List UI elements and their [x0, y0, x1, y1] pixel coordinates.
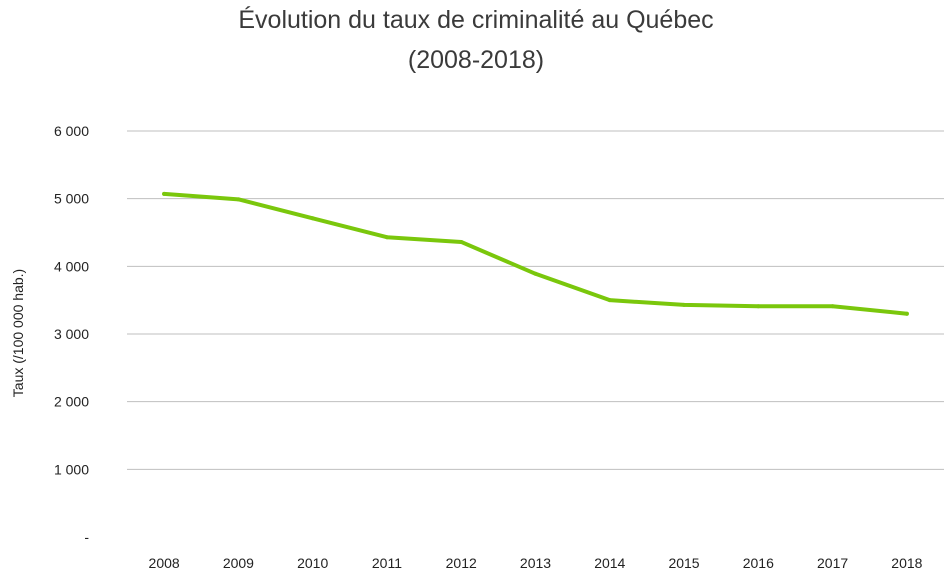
x-tick-label: 2010 [297, 555, 328, 571]
gridlines [127, 130, 944, 470]
data-point [310, 216, 315, 221]
x-tick-label: 2011 [372, 555, 402, 571]
x-tick-label: 2008 [149, 555, 180, 571]
x-tick-label: 2013 [520, 555, 551, 571]
data-point [459, 239, 464, 244]
x-tick-label: 2015 [668, 555, 699, 571]
series-group [162, 191, 909, 316]
data-point [162, 191, 167, 196]
data-point [756, 304, 761, 309]
y-tick-label: 5 000 [54, 191, 89, 207]
data-point [236, 197, 241, 202]
chart-title: Évolution du taux de criminalité au Québ… [238, 6, 714, 34]
x-axis-ticks: 2008 2009 2010 2011 2012 2013 2014 2015 2016 2017… [149, 555, 923, 571]
x-tick-label: 2018 [891, 555, 922, 571]
x-tick-label: 2012 [446, 555, 477, 571]
data-point [607, 298, 612, 303]
x-tick-label: 2009 [223, 555, 254, 571]
y-axis-ticks: - 1 000 2 000 3 000 4 000 5 000 6 000 [54, 123, 89, 545]
data-point [904, 311, 909, 316]
x-tick-label: 2016 [743, 555, 774, 571]
y-axis-label: Taux (/100 000 hab.) [10, 269, 26, 397]
y-tick-label: 2 000 [54, 394, 89, 410]
data-point [384, 235, 389, 240]
data-point [830, 304, 835, 309]
x-tick-label: 2017 [817, 555, 848, 571]
y-tick-label: 6 000 [54, 123, 89, 139]
x-tick-label: 2014 [594, 555, 625, 571]
y-tick-label: 3 000 [54, 326, 89, 342]
data-point [533, 271, 538, 276]
series-line [162, 191, 909, 316]
data-point [682, 302, 687, 307]
y-tick-label: 4 000 [54, 258, 89, 274]
chart-subtitle: (2008-2018) [407, 46, 545, 74]
y-tick-label: 1 000 [54, 461, 89, 477]
y-tick-label: - [84, 529, 89, 545]
